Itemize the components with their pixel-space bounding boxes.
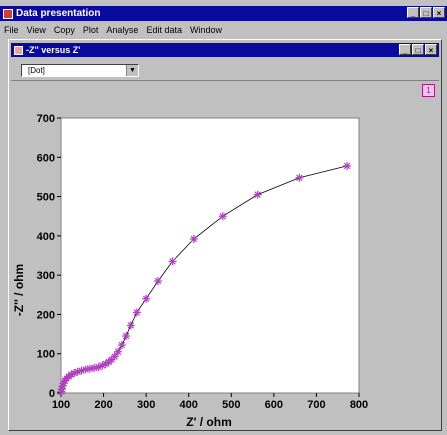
menu-analyse[interactable]: Analyse — [106, 24, 139, 35]
x-tick-label: 700 — [307, 399, 325, 411]
x-tick-label: 300 — [137, 399, 155, 411]
document-toolbar: [Dot] ▼ — [11, 60, 439, 81]
app-title: Data presentation — [16, 8, 101, 19]
plot-area — [60, 117, 360, 394]
data-point — [295, 173, 304, 182]
plot-document-window: -Z'' versus Z' _ □ × [Dot] ▼ 1 0 100 200 30… — [8, 39, 442, 431]
app-window-controls: _ □ × — [407, 7, 445, 18]
data-point — [70, 368, 79, 377]
x-axis: 100 200 300 400 500 600 700 800 — [52, 393, 368, 411]
x-tick-label: 200 — [94, 399, 112, 411]
app-icon[interactable] — [3, 8, 13, 19]
data-point — [168, 257, 177, 266]
plot-style-select[interactable]: [Dot] ▼ — [21, 64, 139, 77]
menu-edit-data[interactable]: Edit data — [146, 24, 182, 35]
menu-file[interactable]: File — [4, 24, 19, 35]
data-point — [114, 347, 123, 356]
data-point — [253, 190, 262, 199]
data-point — [189, 235, 198, 243]
document-titlebar[interactable]: -Z'' versus Z' _ □ × — [11, 43, 439, 57]
y-tick-label: 500 — [37, 192, 55, 204]
document-close-button[interactable]: × — [425, 44, 437, 55]
y-tick-label: 600 — [37, 152, 55, 164]
app-titlebar[interactable]: Data presentation _ □ × — [0, 6, 447, 21]
app-close-button[interactable]: × — [433, 7, 445, 18]
document-title: -Z'' versus Z' — [26, 45, 81, 55]
y-tick-label: 100 — [37, 349, 55, 361]
y-tick-label: 200 — [37, 309, 55, 321]
page-indicator[interactable]: 1 — [422, 84, 435, 97]
data-point — [218, 212, 227, 221]
document-window-controls: _ □ × — [399, 44, 437, 55]
x-tick-label: 600 — [265, 399, 283, 411]
x-axis-label: Z' / ohm — [186, 415, 232, 429]
chevron-down-icon[interactable]: ▼ — [126, 65, 138, 76]
document-maximize-button[interactable]: □ — [412, 44, 424, 55]
data-point — [142, 294, 151, 303]
data-point — [154, 277, 163, 286]
document-minimize-button[interactable]: _ — [399, 44, 411, 55]
y-axis-label: -Z'' / ohm — [12, 264, 26, 316]
y-tick-label: 0 — [49, 388, 55, 400]
menu-view[interactable]: View — [26, 24, 46, 35]
menu-plot[interactable]: Plot — [82, 24, 99, 35]
y-axis: 0 100 200 300 400 500 600 700 — [37, 113, 61, 400]
y-tick-label: 400 — [37, 231, 55, 243]
menu-window[interactable]: Window — [189, 24, 222, 35]
data-point — [343, 161, 352, 170]
plot-style-value: [Dot] — [28, 66, 45, 75]
app-maximize-button[interactable]: □ — [420, 7, 432, 18]
x-tick-label: 100 — [52, 399, 70, 411]
x-tick-label: 500 — [222, 399, 240, 411]
menu-copy[interactable]: Copy — [53, 24, 75, 35]
data-point — [117, 341, 126, 350]
x-tick-label: 800 — [350, 399, 368, 411]
data-point — [132, 308, 141, 317]
data-point — [110, 352, 119, 361]
y-tick-label: 300 — [37, 270, 55, 282]
y-tick-label: 700 — [37, 113, 55, 125]
document-icon[interactable] — [14, 45, 23, 55]
menubar: File View Copy Plot Analyse Edit data Wi… — [0, 22, 447, 37]
app-minimize-button[interactable]: _ — [407, 7, 419, 18]
data-point — [122, 332, 131, 341]
data-point — [126, 321, 135, 330]
series-markers — [57, 161, 352, 396]
x-tick-label: 400 — [180, 399, 198, 411]
